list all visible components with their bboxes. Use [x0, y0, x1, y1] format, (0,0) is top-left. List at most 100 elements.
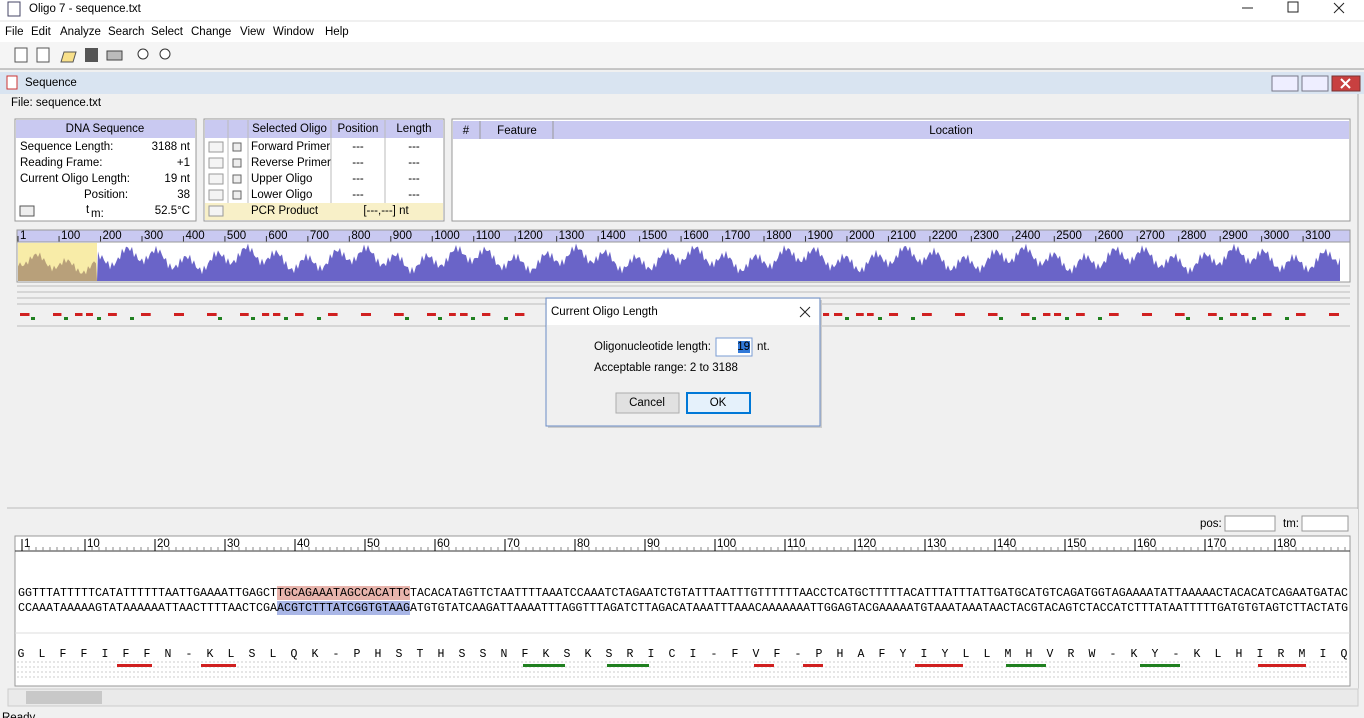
info-icon [208, 157, 224, 169]
new2-icon[interactable] [36, 47, 50, 63]
amino-acid: V [753, 648, 760, 661]
open-icon[interactable] [60, 51, 77, 63]
aa-bar [803, 664, 823, 667]
ruler-label: 2100 [890, 230, 916, 242]
amino-acid: H [438, 648, 445, 661]
h-scrollbar [7, 688, 1359, 707]
dialog-title: Current Oligo Length [551, 306, 658, 318]
menu-item[interactable]: Help [325, 26, 349, 38]
new-icon[interactable] [14, 47, 28, 63]
cancel-button[interactable] [615, 392, 680, 414]
hairpin-bar [1043, 313, 1051, 316]
maximize[interactable] [1287, 1, 1299, 13]
hairpin-bar [1142, 313, 1152, 316]
field-label: Oligonucleotide length: [594, 341, 711, 353]
amino-acid: K [312, 648, 319, 661]
title-bar [0, 0, 1364, 20]
oligo-header-text: Position [338, 123, 379, 135]
feature-header-text: Location [929, 125, 972, 137]
amino-acid: S [564, 648, 571, 661]
ruler-label: 50 [367, 538, 380, 550]
checkbox[interactable] [232, 174, 242, 184]
amino-acid: F [522, 648, 529, 661]
menu-item[interactable]: View [240, 26, 265, 38]
amino-acid: T [417, 648, 424, 661]
dna-row-label: Reading Frame: [20, 157, 102, 169]
save-icon[interactable] [85, 48, 98, 62]
strand-before: CCAAATAAAAAGTATAAAAAATTAACTTTTAACTCGA [18, 602, 277, 615]
amino-acid: H [837, 648, 844, 661]
strand-oligo: TGCAGAAATAGCCACATTC [277, 587, 410, 600]
menu-item[interactable]: Analyze [60, 26, 101, 38]
aa-bar [1140, 664, 1180, 667]
hairpin-bar [1208, 313, 1217, 316]
app-icon [7, 1, 21, 17]
oligo-length: --- [408, 173, 420, 185]
tm-icon [19, 205, 35, 217]
hairpin-bar [361, 313, 371, 316]
menu-item[interactable]: Search [108, 26, 144, 38]
menu-item[interactable]: Window [273, 26, 315, 38]
checkbox[interactable] [232, 190, 242, 200]
menu-item[interactable]: Select [151, 26, 184, 38]
oligo-name: Upper Oligo [251, 173, 312, 185]
hairpin-bar [834, 313, 843, 316]
oligo-name: Reverse Primer [251, 157, 331, 169]
dimer-bar [64, 317, 68, 320]
dimer-bar [504, 317, 508, 320]
print-icon[interactable] [106, 50, 123, 61]
amino-acid: I [102, 648, 109, 661]
ruler-label: 300 [144, 230, 163, 242]
hairpin-bar [207, 313, 217, 316]
amino-acid: I [1320, 648, 1327, 661]
amino-acid: L [270, 648, 277, 661]
hairpin-bar [1175, 313, 1185, 316]
menu-item[interactable]: File [5, 26, 24, 38]
dimer-bar [405, 317, 409, 320]
doc-title-bar [0, 72, 1364, 94]
aa-bar [117, 664, 152, 667]
tm-label2: tm: [1283, 518, 1299, 530]
amino-acid: S [249, 648, 256, 661]
dimer-bar [284, 317, 288, 320]
hairpin-bar [53, 313, 62, 316]
aa-bar [523, 664, 565, 667]
find-icon[interactable] [137, 48, 149, 60]
doc-minimize[interactable] [1271, 75, 1299, 92]
hairpin-bar [328, 313, 338, 316]
hairpin-bar [482, 313, 491, 316]
ok-button[interactable] [686, 392, 751, 414]
doc-maximize[interactable] [1301, 75, 1329, 92]
hairpin-bar [867, 313, 874, 316]
amino-acid: R [1068, 648, 1075, 661]
tm-value: 52.5°C [155, 205, 190, 217]
ruler-label: 80 [577, 538, 590, 550]
ruler-label: 30 [227, 538, 240, 550]
dimer-bar [218, 317, 222, 320]
menu-item[interactable]: Edit [31, 26, 52, 38]
amino-acid: C [669, 648, 676, 661]
checkbox[interactable] [232, 142, 242, 152]
amino-acid: L [228, 648, 235, 661]
pcr-label: PCR Product [251, 205, 319, 217]
ruler-label: 600 [268, 230, 287, 242]
pcr-range: [---,---] nt [363, 205, 409, 217]
amino-acid: Q [1341, 648, 1348, 661]
dialog-close[interactable] [799, 306, 811, 318]
scroll-thumb[interactable] [26, 691, 102, 704]
hairpin-bar [988, 313, 998, 316]
find2-icon[interactable] [159, 48, 171, 60]
oligo-header [205, 120, 443, 138]
close[interactable] [1333, 2, 1345, 14]
checkbox[interactable] [232, 158, 242, 168]
ruler-label: 90 [647, 538, 660, 550]
ruler-label: 1600 [683, 230, 709, 242]
hairpin-bar [922, 313, 932, 316]
amino-acid: K [585, 648, 592, 661]
dna-row-label: Position: [84, 189, 128, 201]
menu-item[interactable]: Change [191, 26, 231, 38]
amino-acid: S [480, 648, 487, 661]
amino-acid: H [1236, 648, 1243, 661]
doc-close-x [1340, 78, 1351, 89]
dna-row-value: 3188 nt [152, 141, 191, 153]
